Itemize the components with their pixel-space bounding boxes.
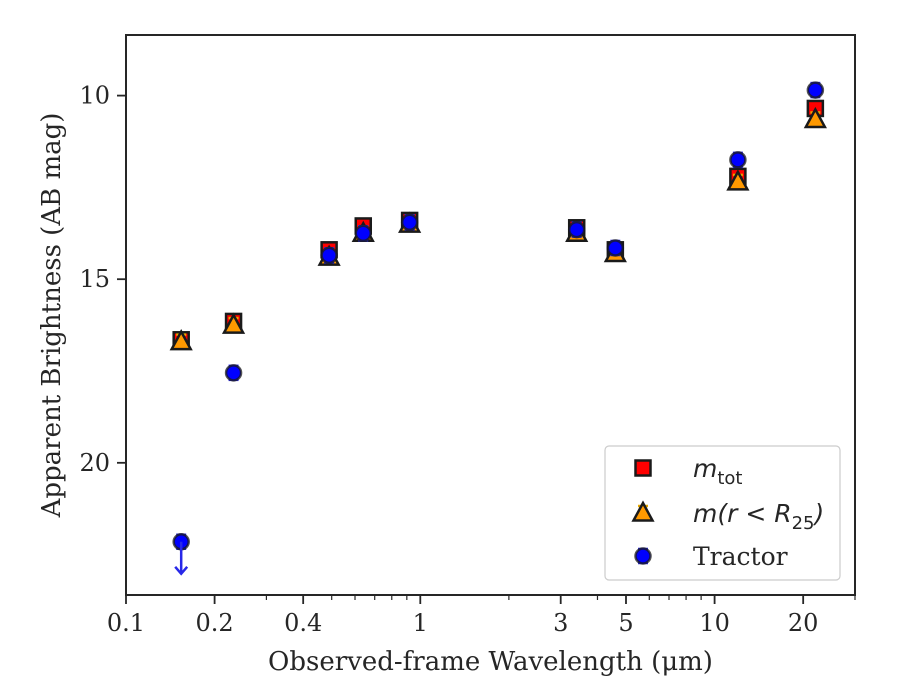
- circle-data-point: [729, 151, 747, 169]
- x-axis-label: Observed-frame Wavelength (μm): [268, 647, 713, 677]
- circle-data-point: [806, 81, 825, 99]
- x-tick-label: 10: [699, 609, 730, 637]
- triangle-data-point: [221, 312, 246, 334]
- legend-frame: [604, 445, 841, 581]
- circle-marker: [806, 81, 825, 99]
- x-tick-label: 5: [618, 609, 633, 637]
- circle-marker: [400, 213, 419, 232]
- x-tick-label: 3: [553, 609, 568, 637]
- triangle-marker: [631, 500, 655, 522]
- circle-marker: [729, 151, 747, 169]
- x-tick-label: 0.1: [107, 609, 145, 637]
- circle-marker: [354, 224, 373, 243]
- legend-label: mtot: [693, 454, 743, 489]
- circle-marker: [320, 246, 338, 265]
- triangle-data-point: [169, 329, 193, 351]
- circle-data-point: [606, 239, 625, 257]
- legend-label: m(r < R25): [693, 499, 824, 534]
- legend-marker: [634, 459, 652, 477]
- x-tick-label: 1: [413, 609, 428, 637]
- triangle-data-point: [803, 106, 827, 129]
- x-tick-label: 20: [788, 609, 819, 637]
- triangle-marker: [221, 312, 246, 334]
- x-tick-label: 0.4: [284, 609, 322, 637]
- circle-data-point: [320, 246, 338, 265]
- circle-data-point: [354, 224, 373, 243]
- square-marker: [634, 459, 652, 477]
- legend-marker: [634, 547, 652, 565]
- x-axis: 0.1 0.2 0.4 1 3 5 10 20: [107, 595, 856, 637]
- y-axis-label: Apparent Brightness (AB mag): [37, 113, 67, 519]
- y-tick-label: 15: [79, 265, 110, 293]
- circle-marker: [606, 239, 625, 257]
- triangle-marker: [803, 106, 827, 129]
- circle-marker: [224, 364, 243, 382]
- legend-marker: [631, 500, 655, 522]
- upper-limit-arrowhead: [174, 565, 189, 576]
- y-axis: 10 15 20: [79, 82, 126, 477]
- circle-data-point: [224, 364, 243, 382]
- triangle-marker: [726, 169, 750, 191]
- triangle-data-point: [726, 169, 750, 191]
- data-markers: [169, 81, 827, 576]
- circle-marker: [634, 547, 652, 565]
- y-tick-label: 20: [79, 449, 110, 477]
- circle-marker: [567, 220, 586, 239]
- y-tick-label: 10: [79, 82, 110, 110]
- circle-data-point: [400, 213, 419, 232]
- triangle-marker: [169, 329, 193, 351]
- legend: mtot m(r < R25) Tractor: [604, 445, 841, 581]
- legend-label: Tractor: [693, 542, 788, 571]
- circle-data-point: [567, 220, 586, 239]
- x-tick-label: 0.2: [196, 609, 234, 637]
